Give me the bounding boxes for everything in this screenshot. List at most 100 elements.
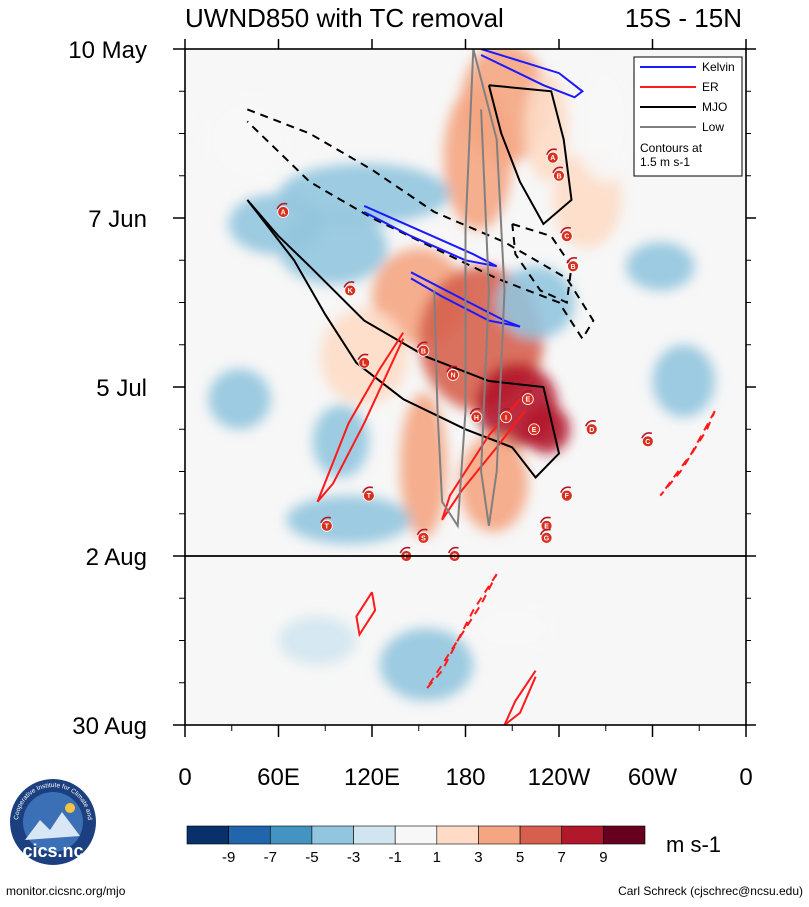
tc-marker-dot (567, 260, 579, 273)
tc-marker-3: C (560, 226, 573, 243)
cyclone-icon (320, 516, 332, 524)
cyclone-icon (447, 546, 459, 554)
contour-mjo-0 (487, 84, 573, 226)
tc-marker-label: E (532, 427, 537, 434)
tc-marker-dot (358, 356, 371, 369)
tc-marker-dot (470, 411, 483, 424)
colorbar: -9 -7 -5 -3 -1 1 3 5 7 9 (186, 825, 646, 866)
cyclone-icon (641, 432, 653, 439)
tc-marker-dot (560, 489, 573, 502)
tc-marker-10: H (469, 407, 483, 424)
tc-marker-dot (521, 393, 534, 405)
legend-label-kelvin: Kelvin (702, 60, 735, 74)
mountain-icon (25, 812, 80, 840)
x-tick-label: 180 (445, 764, 485, 791)
x-tick-label: 120W (528, 764, 591, 791)
colorbar-label: 1 (433, 849, 441, 866)
cyclone-icon (416, 528, 428, 536)
colorbar-label: -1 (389, 849, 402, 866)
tc-marker-dot (540, 519, 553, 532)
anomaly-patch-23 (574, 61, 637, 182)
colorbar-swatch-5 (394, 825, 438, 845)
footer-url: monitor.cicsnc.org/mjo (6, 884, 126, 898)
colorbar-swatch-4 (353, 825, 396, 845)
x-tick-label: 0 (739, 764, 752, 791)
anomaly-patch-24 (200, 91, 295, 188)
footer-credit: Carl Schreck (cjschrec@ncsu.edu) (618, 884, 803, 898)
cyclone-icon (521, 389, 533, 397)
anomaly-patch-6 (228, 193, 323, 255)
tc-marker-dot (362, 489, 375, 502)
contour-er-12 (503, 670, 537, 725)
tc-marker-11: I (499, 407, 512, 424)
anomaly-patch-11 (459, 435, 528, 532)
tc-marker-12: E (527, 420, 540, 436)
contour-er-8 (441, 398, 526, 521)
tc-marker-label: N (451, 373, 456, 380)
tc-marker-17: T (320, 516, 333, 532)
tc-marker-13: D (584, 420, 598, 436)
contour-kelvin-4 (480, 49, 585, 99)
tc-marker-label: B (421, 348, 426, 355)
tc-marker-label: S (421, 535, 426, 542)
x-axis: 0 60E 120E 180 120W 60W 0 (178, 39, 753, 791)
legend-label-er: ER (702, 80, 719, 94)
tc-marker-label: T (325, 523, 330, 530)
cyclone-icon (527, 420, 539, 427)
tc-marker-5: K (343, 281, 357, 297)
colorbar-swatch-7 (478, 825, 521, 845)
contour-kelvin-6 (410, 271, 521, 328)
cyclone-icon (362, 486, 374, 493)
anomaly-patch-1 (443, 85, 513, 231)
anomaly-patch-14 (208, 368, 271, 430)
tc-marker-label: A (550, 155, 555, 162)
tc-marker-4: B (566, 257, 579, 273)
y-tick-label: 10 May (68, 37, 147, 64)
tc-marker-20: S (416, 528, 430, 544)
tc-marker-label: A (281, 210, 286, 217)
tc-marker-dot (417, 344, 430, 357)
tc-marker-label: C (645, 439, 650, 446)
contour-kelvin-5 (363, 204, 498, 268)
tc-marker-label: F (565, 493, 570, 500)
anomaly-patch-21 (278, 616, 357, 665)
tc-marker-label: T (367, 493, 372, 500)
colorbar-unit: m s-1 (666, 832, 721, 857)
anomaly-patch-4 (278, 163, 450, 225)
cyclone-icon (416, 341, 428, 349)
colorbar-label: -5 (305, 849, 318, 866)
anomaly-patch-17 (626, 242, 695, 291)
tc-marker-dot (277, 206, 290, 218)
tc-marker-label: D (589, 427, 594, 434)
cyclone-icon (566, 257, 578, 264)
tc-marker-label: B (556, 173, 561, 180)
sun-icon (65, 803, 75, 813)
y-tick-label: 30 Aug (72, 713, 147, 740)
tc-marker-dot (417, 531, 430, 544)
contour-low-13 (433, 49, 475, 529)
contour-low-14 (472, 49, 506, 526)
colorbar-swatch-1 (228, 825, 271, 845)
contours (246, 49, 716, 725)
tc-marker-9: E (521, 389, 534, 405)
cyclone-icon (469, 407, 481, 415)
colorbar-swatch-9 (561, 825, 604, 845)
legend-box (633, 56, 743, 177)
anomaly-patch-12 (400, 393, 447, 538)
colorbar-swatch-0 (186, 825, 229, 845)
tc-marker-label: O (452, 554, 458, 561)
colorbar-swatch-2 (269, 825, 313, 845)
colorbar-label: 7 (558, 849, 566, 866)
tc-marker-label: F (404, 554, 409, 561)
tc-marker-label: E (525, 397, 530, 404)
cyclone-icon (343, 281, 355, 288)
anomaly-patch-19 (286, 495, 411, 544)
contour-er-7 (316, 332, 405, 503)
contour-er-neg-10 (425, 573, 498, 690)
contour-mjo-neg-3 (511, 223, 573, 304)
logo-ring-text: Cooperative Institute for Climate and Sa… (0, 0, 93, 822)
cyclone-icon (499, 407, 511, 415)
cyclone-icon (276, 202, 288, 210)
